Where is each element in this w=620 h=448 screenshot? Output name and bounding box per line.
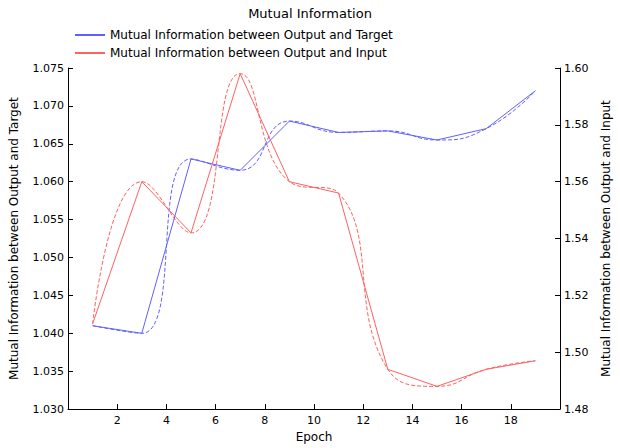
svg-text:12: 12 [356,414,370,427]
svg-text:Mutual Information between Out: Mutual Information between Output and Ta… [7,97,21,380]
svg-text:1.60: 1.60 [564,62,589,75]
svg-text:1.56: 1.56 [564,175,589,188]
svg-text:1.54: 1.54 [564,232,589,245]
svg-text:Mutual Information between Out: Mutual Information between Output and Ta… [110,28,393,42]
svg-text:1.075: 1.075 [33,62,65,75]
svg-text:1.040: 1.040 [33,327,65,340]
svg-text:8: 8 [261,414,268,427]
svg-text:1.48: 1.48 [564,403,589,416]
svg-text:Epoch: Epoch [296,430,333,444]
svg-text:1.52: 1.52 [564,289,589,302]
svg-text:1.050: 1.050 [33,251,65,264]
svg-text:1.50: 1.50 [564,346,589,359]
svg-text:14: 14 [405,414,419,427]
svg-text:1.070: 1.070 [33,99,65,112]
svg-text:Mutual Information between Out: Mutual Information between Output and In… [110,46,387,60]
svg-text:18: 18 [504,414,518,427]
svg-text:1.060: 1.060 [33,175,65,188]
svg-text:6: 6 [212,414,219,427]
svg-text:16: 16 [455,414,469,427]
svg-text:1.045: 1.045 [33,289,65,302]
svg-text:Mutual Information: Mutual Information [248,6,372,21]
svg-text:1.065: 1.065 [33,137,65,150]
svg-text:10: 10 [307,414,321,427]
svg-text:Mutual Information between Out: Mutual Information between Output and In… [599,100,613,377]
svg-text:1.58: 1.58 [564,118,589,131]
svg-text:4: 4 [163,414,170,427]
svg-text:1.035: 1.035 [33,365,65,378]
svg-text:2: 2 [114,414,121,427]
svg-text:1.030: 1.030 [33,403,65,416]
svg-text:1.055: 1.055 [33,213,65,226]
